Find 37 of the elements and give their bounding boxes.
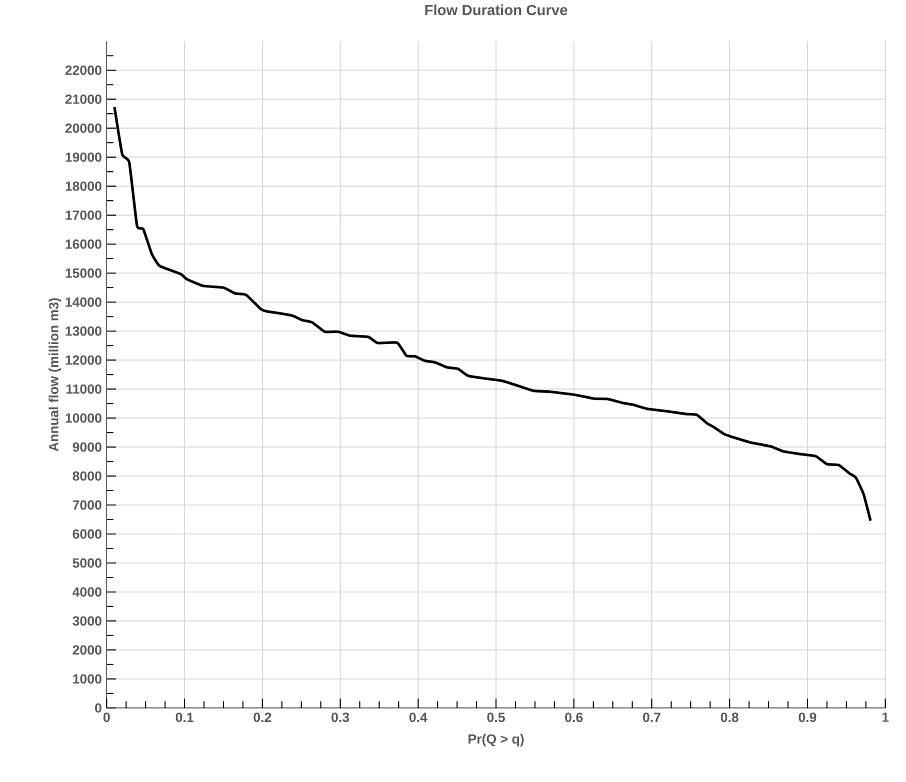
x-axis-title: Pr(Q > q) <box>468 734 524 746</box>
y-tick-label: 14000 <box>66 297 102 307</box>
y-tick-label: 13000 <box>66 326 102 336</box>
x-tick-label: 0 <box>103 712 110 722</box>
x-tick-label: 0.2 <box>254 712 272 722</box>
x-tick-label: 0.6 <box>565 712 583 722</box>
y-tick-label: 12000 <box>66 355 102 365</box>
y-tick-label: 21000 <box>65 94 102 104</box>
x-tick-label: 0.4 <box>409 712 428 722</box>
chart-title: Flow Duration Curve <box>425 4 568 16</box>
x-tick-label: 0.7 <box>642 712 660 722</box>
y-axis-title: Annual flow (million m3) <box>48 298 62 452</box>
y-tick-label: 10000 <box>66 413 102 423</box>
y-tick-label: 7000 <box>72 500 102 510</box>
y-tick-label: 6000 <box>72 529 102 539</box>
y-tick-label: 17000 <box>66 210 102 220</box>
x-tick-label: 0.9 <box>798 712 816 722</box>
y-tick-label: 9000 <box>72 442 102 452</box>
y-tick-label: 19000 <box>66 152 102 162</box>
y-tick-label: 18000 <box>66 181 102 191</box>
y-tick-label: 20000 <box>65 124 102 133</box>
y-tick-label: 8000 <box>72 471 102 481</box>
y-tick-label: 5000 <box>72 558 102 568</box>
y-tick-label: 16000 <box>66 239 102 249</box>
x-tick-label: 0.3 <box>332 712 350 722</box>
x-tick-label: 0.5 <box>487 712 505 722</box>
x-tick-label: 0.8 <box>720 712 738 722</box>
y-tick-label: 2000 <box>72 645 102 655</box>
y-tick-label: 4000 <box>72 587 102 597</box>
y-tick-label: 1000 <box>73 674 102 684</box>
y-tick-label: 0 <box>95 703 102 713</box>
y-tick-label: 22000 <box>65 66 102 75</box>
y-tick-label: 3000 <box>72 616 102 626</box>
y-tick-label: 11000 <box>66 384 102 394</box>
y-tick-label: 15000 <box>66 268 102 278</box>
x-tick-label: 1 <box>882 712 889 722</box>
x-tick-label: 0.1 <box>176 712 194 722</box>
